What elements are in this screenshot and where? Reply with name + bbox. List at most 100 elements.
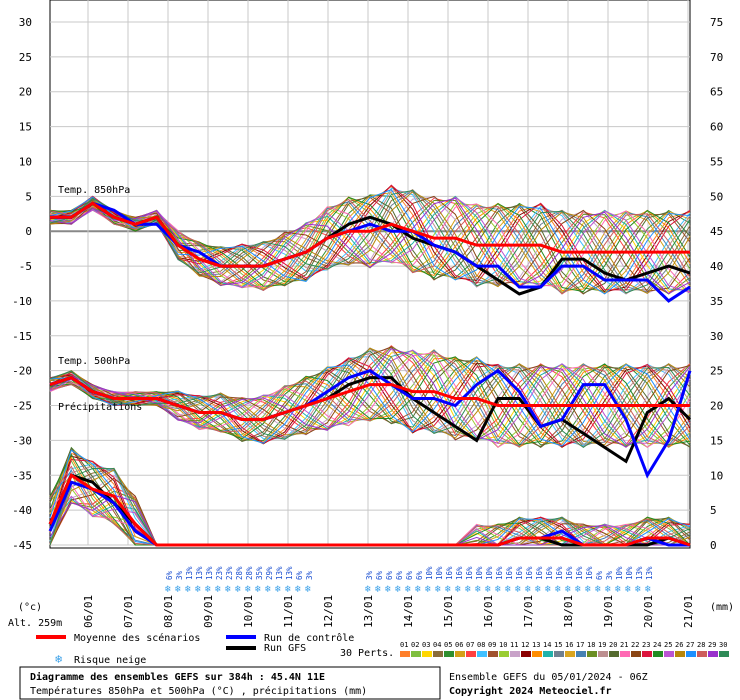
snowflake-icon: ❄ [175, 584, 182, 595]
perturbation-number: 10 [499, 641, 507, 649]
footer-run: Ensemble GEFS du 05/01/2024 - 06Z [449, 672, 648, 683]
snow-risk-value: 16% [535, 566, 544, 580]
snow-risk-value: 3% [365, 570, 374, 580]
x-tick-label: 17/01 [522, 595, 535, 628]
perturbation-swatch [719, 651, 729, 657]
y-right-tick: 70 [710, 51, 723, 64]
snowflake-icon: ❄ [275, 584, 282, 595]
snow-risk-value: 28% [235, 566, 244, 580]
perturbation-number: 18 [587, 641, 595, 649]
snow-risk-value: 35% [255, 566, 264, 580]
snowflake-icon: ❄ [425, 584, 432, 595]
snowflake-icon: ❄ [445, 584, 452, 595]
snowflake-icon: ❄ [235, 584, 242, 595]
perturbation-swatch [631, 651, 641, 657]
y-left-tick: 15 [19, 121, 32, 134]
snowflake-icon: ❄ [565, 584, 572, 595]
snow-risk-value: 23% [225, 566, 234, 580]
perturbation-20-t850 [49, 195, 691, 294]
series-line-precip [48, 473, 691, 547]
snow-risk-value: 6% [375, 570, 384, 580]
snow-risk-value: 3% [175, 570, 184, 580]
snowflake-icon: ❄ [595, 584, 602, 595]
snow-risk-value: 16% [505, 566, 514, 580]
perturbation-21-t850 [49, 203, 691, 293]
snow-risk-value: 13% [185, 566, 194, 580]
perturbation-number: 05 [444, 641, 452, 649]
y-right-tick: 75 [710, 16, 723, 29]
snowflake-icon: ❄ [245, 584, 252, 595]
y-left-tick: -30 [12, 434, 32, 447]
perturbation-swatch [411, 651, 421, 657]
snowflake-icon: ❄ [435, 584, 442, 595]
snow-risk-value: 16% [585, 566, 594, 580]
snowflake-icon: ❄ [55, 652, 62, 666]
snow-risk-value: 13% [635, 566, 644, 580]
perturbation-number: 29 [708, 641, 716, 649]
snowflake-icon: ❄ [645, 584, 652, 595]
perturbation-number: 23 [642, 641, 650, 649]
perturbation-number: 11 [510, 641, 518, 649]
y-left-tick: -35 [12, 469, 32, 482]
perturbation-24-t500 [49, 356, 691, 446]
snowflake-icon: ❄ [475, 584, 482, 595]
perturbation-number: 14 [543, 641, 551, 649]
perturbation-29-t850 [49, 197, 691, 295]
unit-right: (mm) [710, 602, 734, 613]
snow-risk-value: 16% [495, 566, 504, 580]
snow-risk-value: 13% [205, 566, 214, 580]
perturbation-swatch [466, 651, 476, 657]
perturbation-08-t500 [49, 356, 691, 447]
snow-risk-value: 16% [465, 566, 474, 580]
label-precip: Précipitations [58, 401, 142, 413]
snowflake-icon: ❄ [365, 584, 372, 595]
snow-risk-strip: 6%❄3%❄13%❄13%❄13%❄23%❄23%❄28%❄28%❄35%❄29… [165, 566, 654, 595]
perturbation-number: 12 [521, 641, 529, 649]
unit-left: (°c) [18, 602, 42, 613]
x-tick-label: 11/01 [282, 595, 295, 628]
label-t850: Temp. 850hPa [58, 185, 130, 196]
snow-risk-value: 6% [405, 570, 414, 580]
y-left-tick: -40 [12, 504, 32, 517]
y-left-tick: 25 [19, 51, 32, 64]
perturbation-swatch [686, 651, 696, 657]
perturbation-number: 19 [598, 641, 606, 649]
label-t500: Temp. 500hPa [58, 356, 130, 367]
snowflake-icon: ❄ [515, 584, 522, 595]
perturbation-28-t500 [49, 351, 691, 448]
snowflake-icon: ❄ [415, 584, 422, 595]
perturbation-legend: 01 02 03 04 05 06 07 08 09 10 11 12 13 14 15 16 17 18 19 20… [400, 641, 729, 657]
perturbation-swatch [455, 651, 465, 657]
y-right-tick: 25 [710, 365, 723, 378]
y-axis-left: 30 25 20 15 10 5 0 -5 -10 -15 -20 -25 -30 -35 -40 -45 [12, 16, 32, 552]
snow-risk-value: 28% [245, 566, 254, 580]
snow-risk-value: 16% [545, 566, 554, 580]
snow-risk-value: 16% [565, 566, 574, 580]
perturbation-number: 20 [609, 641, 617, 649]
snow-risk-value: 13% [285, 566, 294, 580]
perturbation-swatch [576, 651, 586, 657]
perturbation-swatch [499, 651, 509, 657]
x-tick-label: 16/01 [482, 595, 495, 628]
series-line-t500 [49, 375, 690, 421]
footer-copyright: Copyright 2024 Meteociel.fr [449, 685, 612, 697]
snowflake-icon: ❄ [635, 584, 642, 595]
snow-risk-value: 3% [305, 570, 314, 580]
perturbation-swatch [532, 651, 542, 657]
perturbation-number: 16 [565, 641, 573, 649]
perturbation-17-t500 [49, 349, 691, 446]
snowflake-icon: ❄ [485, 584, 492, 595]
snow-risk-value: 6% [385, 570, 394, 580]
snowflake-icon: ❄ [385, 584, 392, 595]
main-lines [48, 201, 692, 547]
y-right-tick: 35 [710, 295, 723, 308]
snowflake-icon: ❄ [215, 584, 222, 595]
y-left-tick: -5 [19, 260, 32, 273]
perturbation-swatch [653, 651, 663, 657]
y-left-tick: -15 [12, 330, 32, 343]
x-tick-label: 14/01 [402, 595, 415, 628]
perturbation-swatch [510, 651, 520, 657]
x-tick-label: 13/01 [362, 595, 375, 628]
y-right-tick: 5 [710, 504, 717, 517]
